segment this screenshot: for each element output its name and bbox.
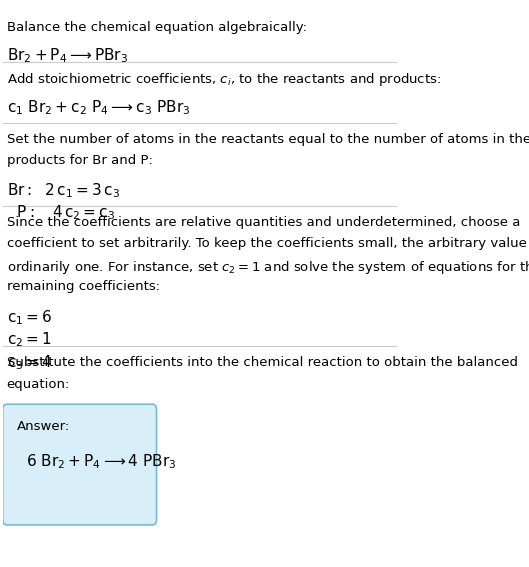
Text: Balance the chemical equation algebraically:: Balance the chemical equation algebraica… bbox=[7, 21, 307, 34]
Text: $\mathrm{c_3 = 4}$: $\mathrm{c_3 = 4}$ bbox=[7, 353, 52, 372]
Text: products for Br and P:: products for Br and P: bbox=[7, 154, 152, 167]
Text: remaining coefficients:: remaining coefficients: bbox=[7, 280, 160, 293]
Text: coefficient to set arbitrarily. To keep the coefficients small, the arbitrary va: coefficient to set arbitrarily. To keep … bbox=[7, 238, 529, 251]
Text: Substitute the coefficients into the chemical reaction to obtain the balanced: Substitute the coefficients into the che… bbox=[7, 357, 518, 370]
Text: Add stoichiometric coefficients, $c_i$, to the reactants and products:: Add stoichiometric coefficients, $c_i$, … bbox=[7, 71, 441, 88]
Text: $\mathrm{c_2 = 1}$: $\mathrm{c_2 = 1}$ bbox=[7, 331, 51, 349]
Text: $\mathrm{Br_2 + P_4 \longrightarrow PBr_3}$: $\mathrm{Br_2 + P_4 \longrightarrow PBr_… bbox=[7, 46, 128, 65]
Text: $\mathrm{\ \ P:\ \ \ 4\,c_2 = c_3}$: $\mathrm{\ \ P:\ \ \ 4\,c_2 = c_3}$ bbox=[7, 204, 115, 222]
Text: ordinarily one. For instance, set $c_2 = 1$ and solve the system of equations fo: ordinarily one. For instance, set $c_2 =… bbox=[7, 259, 529, 276]
Text: $\mathrm{6\ Br_2 + P_4 \longrightarrow 4\ PBr_3}$: $\mathrm{6\ Br_2 + P_4 \longrightarrow 4… bbox=[26, 452, 177, 471]
FancyBboxPatch shape bbox=[3, 404, 157, 525]
Text: Set the number of atoms in the reactants equal to the number of atoms in the: Set the number of atoms in the reactants… bbox=[7, 133, 529, 146]
Text: equation:: equation: bbox=[7, 378, 70, 391]
Text: Since the coefficients are relative quantities and underdetermined, choose a: Since the coefficients are relative quan… bbox=[7, 216, 520, 229]
Text: $\mathrm{Br:\ \ 2\,c_1 = 3\,c_3}$: $\mathrm{Br:\ \ 2\,c_1 = 3\,c_3}$ bbox=[7, 181, 120, 200]
Text: Answer:: Answer: bbox=[16, 420, 70, 433]
Text: $\mathrm{c_1 = 6}$: $\mathrm{c_1 = 6}$ bbox=[7, 308, 52, 327]
Text: $\mathrm{c_1\ Br_2 + c_2\ P_4 \longrightarrow c_3\ PBr_3}$: $\mathrm{c_1\ Br_2 + c_2\ P_4 \longright… bbox=[7, 98, 190, 117]
